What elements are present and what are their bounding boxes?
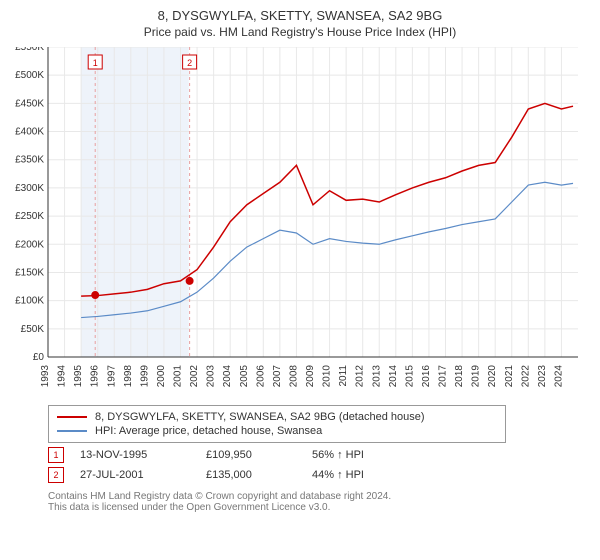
svg-text:2001: 2001 [173,365,184,388]
svg-text:2002: 2002 [189,365,200,388]
svg-text:1999: 1999 [139,365,150,388]
svg-text:2: 2 [187,58,192,68]
svg-text:2020: 2020 [487,365,498,388]
svg-text:2024: 2024 [553,365,564,388]
footer-copyright: Contains HM Land Registry data © Crown c… [48,491,592,502]
svg-text:2011: 2011 [338,365,349,387]
svg-text:2006: 2006 [255,365,266,388]
svg-text:2000: 2000 [156,365,167,388]
svg-text:1994: 1994 [57,365,68,388]
svg-text:£0: £0 [33,352,45,363]
sale-row: 2 27-JUL-2001 £135,000 44% ↑ HPI [48,467,592,483]
svg-text:2008: 2008 [288,365,299,388]
footer: Contains HM Land Registry data © Crown c… [48,491,592,513]
svg-text:£50K: £50K [21,324,45,335]
svg-text:2010: 2010 [322,365,333,388]
svg-text:£550K: £550K [15,47,44,53]
svg-text:2021: 2021 [504,365,515,388]
svg-text:2004: 2004 [222,365,233,388]
svg-text:2023: 2023 [537,365,548,388]
sale-date: 27-JUL-2001 [80,469,190,481]
legend-row-hpi: HPI: Average price, detached house, Swan… [57,424,497,438]
sale-date: 13-NOV-1995 [80,449,190,461]
svg-text:2009: 2009 [305,365,316,388]
svg-text:£300K: £300K [15,183,44,194]
svg-text:1993: 1993 [40,365,51,388]
footer-license: This data is licensed under the Open Gov… [48,502,592,513]
sale-marker: 2 [48,467,64,483]
svg-text:2016: 2016 [421,365,432,388]
sale-pct: 44% ↑ HPI [312,469,432,481]
svg-text:£150K: £150K [15,267,44,278]
svg-text:2007: 2007 [272,365,283,388]
svg-text:2022: 2022 [520,365,531,388]
price-chart: £0 £50K £100K £150K £200K £250K £300K £350K £400… [8,47,592,397]
svg-text:£450K: £450K [15,98,44,109]
svg-text:£200K: £200K [15,239,44,250]
legend-row-property: 8, DYSGWYLFA, SKETTY, SWANSEA, SA2 9BG (… [57,410,497,424]
svg-text:£350K: £350K [15,155,44,166]
svg-text:1995: 1995 [73,365,84,388]
svg-text:£500K: £500K [15,70,44,81]
sale-price: £135,000 [206,469,296,481]
sale-pct: 56% ↑ HPI [312,449,432,461]
svg-text:2003: 2003 [206,365,217,388]
page-title: 8, DYSGWYLFA, SKETTY, SWANSEA, SA2 9BG [8,8,592,23]
legend-swatch-hpi [57,430,87,432]
svg-text:1997: 1997 [106,365,117,388]
svg-text:£250K: £250K [15,211,44,222]
svg-text:£100K: £100K [15,296,44,307]
legend-swatch-property [57,416,87,418]
svg-text:£400K: £400K [15,127,44,138]
svg-text:1: 1 [93,58,98,68]
page-subtitle: Price paid vs. HM Land Registry's House … [8,25,592,39]
sale-row: 1 13-NOV-1995 £109,950 56% ↑ HPI [48,447,592,463]
svg-text:2018: 2018 [454,365,465,388]
svg-text:2012: 2012 [355,365,366,388]
svg-text:2013: 2013 [371,365,382,388]
svg-text:2005: 2005 [239,365,250,388]
svg-text:2019: 2019 [471,365,482,388]
svg-text:2014: 2014 [388,365,399,388]
svg-text:1996: 1996 [90,365,101,388]
sale-marker: 1 [48,447,64,463]
legend-label-property: 8, DYSGWYLFA, SKETTY, SWANSEA, SA2 9BG (… [95,411,425,423]
svg-text:1998: 1998 [123,365,134,388]
svg-text:2015: 2015 [404,365,415,388]
legend-label-hpi: HPI: Average price, detached house, Swan… [95,425,322,437]
legend: 8, DYSGWYLFA, SKETTY, SWANSEA, SA2 9BG (… [48,405,506,443]
sale-price: £109,950 [206,449,296,461]
svg-text:2017: 2017 [438,365,449,388]
